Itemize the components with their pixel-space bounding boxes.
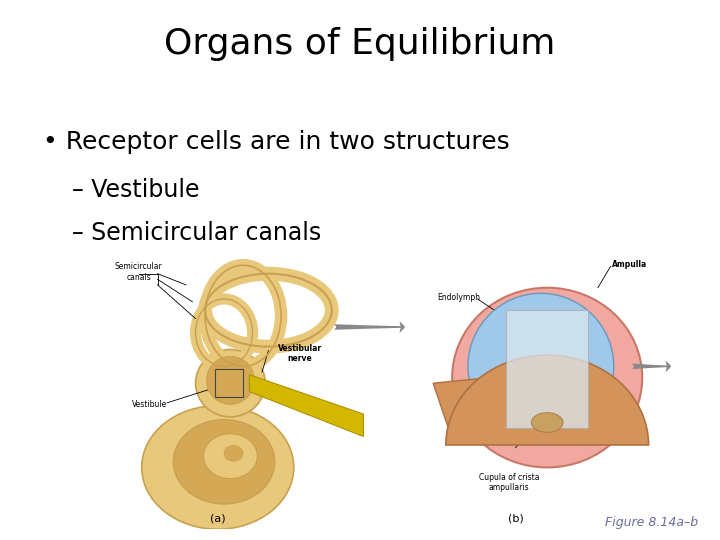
Ellipse shape: [452, 288, 642, 468]
Polygon shape: [249, 375, 364, 436]
Text: Cupula of crista
ampullaris: Cupula of crista ampullaris: [479, 473, 539, 492]
Ellipse shape: [468, 293, 613, 440]
Text: Figure 8.14a–b: Figure 8.14a–b: [606, 516, 698, 529]
Ellipse shape: [196, 349, 265, 417]
Wedge shape: [446, 355, 649, 445]
Ellipse shape: [531, 413, 563, 433]
Bar: [506, 310, 588, 428]
Ellipse shape: [142, 406, 294, 529]
Text: Vestibular
nerve: Vestibular nerve: [278, 344, 322, 363]
Text: – Semicircular canals: – Semicircular canals: [72, 221, 321, 245]
Ellipse shape: [224, 446, 243, 461]
Text: Organs of Equilibrium: Organs of Equilibrium: [164, 27, 556, 61]
Text: – Vestibule: – Vestibule: [72, 178, 199, 202]
Text: Ampulla: Ampulla: [612, 260, 647, 268]
Ellipse shape: [204, 434, 257, 478]
Polygon shape: [433, 377, 497, 440]
Text: (b): (b): [508, 514, 523, 524]
Ellipse shape: [207, 356, 254, 404]
Bar: [215, 369, 243, 397]
Text: Endolymph: Endolymph: [437, 293, 480, 302]
Text: • Receptor cells are in two structures: • Receptor cells are in two structures: [43, 130, 510, 153]
Text: Vestibule: Vestibule: [132, 400, 167, 409]
Text: Semicircular
canals: Semicircular canals: [114, 262, 163, 282]
Ellipse shape: [174, 420, 275, 504]
Text: (a): (a): [210, 514, 225, 524]
